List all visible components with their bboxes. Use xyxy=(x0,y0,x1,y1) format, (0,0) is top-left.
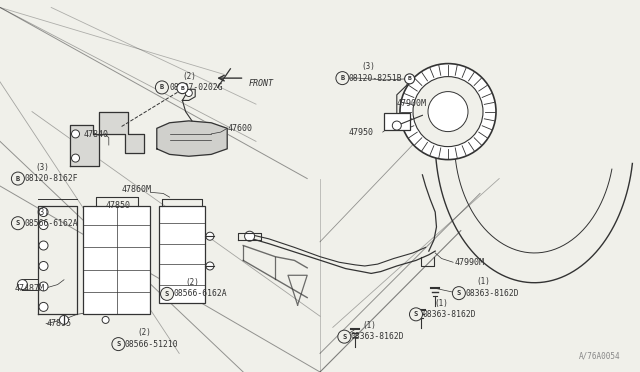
Circle shape xyxy=(39,221,48,230)
Text: 08566-51210: 08566-51210 xyxy=(125,340,179,349)
Polygon shape xyxy=(157,121,227,156)
Text: (3): (3) xyxy=(362,62,376,71)
Text: B: B xyxy=(340,75,344,81)
Text: 08120-8162F: 08120-8162F xyxy=(24,174,78,183)
Circle shape xyxy=(39,262,48,270)
Circle shape xyxy=(112,338,125,350)
Circle shape xyxy=(39,302,48,311)
Circle shape xyxy=(12,217,24,230)
Text: 47600: 47600 xyxy=(227,124,252,133)
Text: (2): (2) xyxy=(182,72,196,81)
Circle shape xyxy=(39,282,48,291)
Text: 08120-8251B: 08120-8251B xyxy=(349,74,403,83)
Circle shape xyxy=(428,92,468,132)
Circle shape xyxy=(72,154,79,162)
Circle shape xyxy=(400,64,496,160)
Circle shape xyxy=(102,317,109,323)
Circle shape xyxy=(413,77,483,147)
Circle shape xyxy=(161,288,173,300)
Text: B: B xyxy=(16,176,20,182)
Text: S: S xyxy=(457,290,461,296)
Text: 47487M: 47487M xyxy=(14,284,44,293)
Circle shape xyxy=(410,308,422,321)
FancyBboxPatch shape xyxy=(83,206,150,314)
Text: (2): (2) xyxy=(185,278,199,287)
Text: (1): (1) xyxy=(434,299,448,308)
Text: (3): (3) xyxy=(36,163,50,172)
FancyBboxPatch shape xyxy=(384,113,410,130)
Text: 47950: 47950 xyxy=(349,128,374,137)
Text: 08363-8162D: 08363-8162D xyxy=(351,332,404,341)
Circle shape xyxy=(206,262,214,270)
Text: 47860M: 47860M xyxy=(122,185,152,194)
Polygon shape xyxy=(70,112,144,166)
Circle shape xyxy=(404,74,415,84)
Text: 47840: 47840 xyxy=(83,130,108,139)
Text: 08566-6162A: 08566-6162A xyxy=(173,289,227,298)
Circle shape xyxy=(392,121,401,130)
Text: 47900M: 47900M xyxy=(397,99,427,108)
Text: B: B xyxy=(160,84,164,90)
Text: (3): (3) xyxy=(36,208,50,217)
Text: 08363-8162D: 08363-8162D xyxy=(422,310,476,319)
Text: (2): (2) xyxy=(138,328,152,337)
Text: 08363-8162D: 08363-8162D xyxy=(465,289,519,298)
Text: 47895: 47895 xyxy=(46,319,71,328)
Text: (1): (1) xyxy=(477,278,491,286)
Text: (1): (1) xyxy=(362,321,376,330)
Text: S: S xyxy=(16,220,20,226)
Text: S: S xyxy=(342,334,346,340)
Text: B: B xyxy=(180,86,184,91)
Circle shape xyxy=(60,315,68,324)
Text: S: S xyxy=(165,291,169,297)
Text: 47990M: 47990M xyxy=(454,258,484,267)
FancyBboxPatch shape xyxy=(159,206,205,303)
Circle shape xyxy=(186,90,192,96)
Text: S: S xyxy=(116,341,120,347)
Circle shape xyxy=(177,83,188,94)
Circle shape xyxy=(17,280,28,289)
Circle shape xyxy=(12,172,24,185)
Circle shape xyxy=(156,81,168,94)
Text: FRONT: FRONT xyxy=(248,79,273,88)
Text: 08127-0202G: 08127-0202G xyxy=(170,83,223,92)
Circle shape xyxy=(72,130,79,138)
Circle shape xyxy=(338,330,351,343)
Text: 47850: 47850 xyxy=(106,201,131,210)
Text: S: S xyxy=(414,311,418,317)
Text: A/76A0054: A/76A0054 xyxy=(579,352,621,361)
Circle shape xyxy=(206,232,214,240)
Text: 08566-6162A: 08566-6162A xyxy=(24,219,78,228)
Text: B: B xyxy=(408,76,412,81)
Circle shape xyxy=(452,287,465,299)
Circle shape xyxy=(39,208,48,217)
Circle shape xyxy=(336,72,349,84)
Circle shape xyxy=(244,231,255,241)
Circle shape xyxy=(39,241,48,250)
